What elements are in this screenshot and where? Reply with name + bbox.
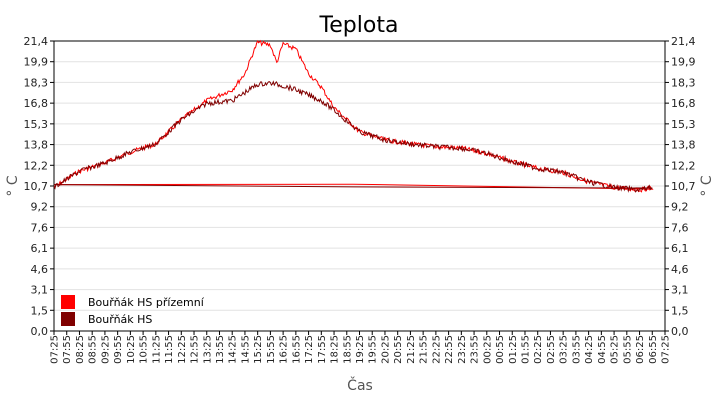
legend-label: Bouřňák HS přízemní	[88, 296, 205, 309]
x-tick-label: 02:25	[533, 335, 544, 364]
x-tick-label: 14:25	[228, 335, 239, 364]
x-tick-label: 10:55	[139, 335, 150, 364]
x-tick-label: 22:25	[431, 335, 442, 364]
x-tick-label: 01:25	[508, 335, 519, 364]
y-tick-label-right: 0,0	[671, 325, 689, 338]
x-tick-label: 13:55	[215, 335, 226, 364]
y-tick-label-right: 15,3	[671, 118, 696, 131]
x-tick-label: 00:25	[482, 335, 493, 364]
x-tick-label: 08:55	[88, 335, 99, 364]
y-axis-left: 0,0 1,5 3,1 4,6 6,1 7,6 9,2 10,7 12,2 13,8 15,3 16,…	[24, 35, 54, 338]
x-tick-label: 07:25	[661, 335, 672, 364]
y-tick-label-left: 6,1	[31, 242, 49, 255]
x-tick-label: 10:25	[126, 335, 137, 364]
series-line	[53, 39, 654, 193]
series-layer	[53, 39, 654, 193]
y-axis-label-right: ° C	[699, 175, 715, 196]
y-tick-label-right: 1,5	[671, 304, 689, 317]
x-tick-label: 19:55	[368, 335, 379, 364]
y-tick-label-left: 15,3	[24, 118, 49, 131]
x-tick-label: 07:25	[50, 335, 61, 364]
y-tick-label-left: 4,6	[31, 263, 49, 276]
x-tick-label: 23:55	[470, 335, 481, 364]
y-tick-label-left: 9,2	[31, 201, 49, 214]
y-tick-label-left: 1,5	[31, 304, 49, 317]
y-tick-label-right: 16,8	[671, 97, 696, 110]
x-tick-label: 16:25	[279, 335, 290, 364]
x-tick-label: 21:25	[406, 335, 417, 364]
x-tick-label: 05:55	[622, 335, 633, 364]
x-tick-label: 07:55	[62, 335, 73, 364]
y-axis-label-left: ° C	[5, 175, 21, 196]
x-tick-label: 03:55	[571, 335, 582, 364]
y-tick-label-left: 16,8	[24, 97, 49, 110]
x-tick-label: 17:55	[317, 335, 328, 364]
x-tick-label: 01:55	[520, 335, 531, 364]
y-tick-label-right: 21,4	[671, 35, 696, 48]
y-tick-label-left: 13,8	[24, 139, 49, 152]
x-tick-label: 04:55	[597, 335, 608, 364]
legend-swatch	[61, 295, 75, 309]
x-tick-label: 05:25	[610, 335, 621, 364]
y-tick-label-right: 19,9	[671, 56, 696, 69]
x-tick-label: 13:25	[202, 335, 213, 364]
x-tick-label: 15:25	[253, 335, 264, 364]
x-tick-label: 03:25	[559, 335, 570, 364]
x-tick-label: 20:55	[393, 335, 404, 364]
chart-title: Teplota	[319, 13, 399, 38]
x-tick-label: 22:55	[444, 335, 455, 364]
y-tick-label-left: 7,6	[31, 221, 49, 234]
y-tick-label-right: 12,2	[671, 159, 696, 172]
x-tick-label: 20:25	[380, 335, 391, 364]
x-tick-label: 15:55	[266, 335, 277, 364]
x-tick-label: 11:55	[164, 335, 175, 364]
y-tick-label-left: 12,2	[24, 159, 49, 172]
x-tick-label: 14:55	[240, 335, 251, 364]
legend-swatch	[61, 312, 75, 326]
x-tick-label: 09:55	[113, 335, 124, 364]
y-tick-label-right: 4,6	[671, 263, 689, 276]
y-tick-label-left: 0,0	[31, 325, 49, 338]
legend: Bouřňák HS přízemní Bouřňák HS	[61, 295, 205, 326]
x-tick-label: 09:25	[100, 335, 111, 364]
grid-layer	[54, 61, 665, 311]
y-tick-label-right: 18,3	[671, 76, 696, 89]
x-tick-label: 02:55	[546, 335, 557, 364]
x-tick-label: 11:25	[151, 335, 162, 364]
y-tick-label-right: 10,7	[671, 180, 696, 193]
y-tick-label-right: 13,8	[671, 139, 696, 152]
x-tick-label: 08:25	[75, 335, 86, 364]
y-tick-label-left: 10,7	[24, 180, 49, 193]
x-tick-label: 18:25	[330, 335, 341, 364]
x-axis-label: Čas	[347, 376, 373, 394]
x-tick-label: 06:55	[648, 335, 659, 364]
x-tick-label: 06:25	[635, 335, 646, 364]
y-tick-label-left: 3,1	[31, 284, 49, 297]
x-tick-label: 23:25	[457, 335, 468, 364]
x-tick-label: 18:55	[342, 335, 353, 364]
x-tick-label: 12:25	[177, 335, 188, 364]
x-tick-label: 04:25	[584, 335, 595, 364]
y-tick-label-right: 3,1	[671, 284, 689, 297]
x-axis: 07:25 07:55 08:25 08:55 09:25 09:55 10:25 10:55…	[50, 331, 672, 364]
y-axis-right: 0,0 1,5 3,1 4,6 6,1 7,6 9,2 10,7 12,2 13,8 15,3 16,…	[665, 35, 696, 338]
y-tick-label-right: 9,2	[671, 201, 689, 214]
x-tick-label: 19:25	[355, 335, 366, 364]
x-tick-label: 17:25	[304, 335, 315, 364]
y-tick-label-left: 19,9	[24, 56, 49, 69]
legend-label: Bouřňák HS	[88, 313, 152, 326]
x-tick-label: 12:55	[190, 335, 201, 364]
x-tick-label: 00:55	[495, 335, 506, 364]
series-line	[53, 80, 653, 193]
y-tick-label-right: 7,6	[671, 221, 689, 234]
y-tick-label-right: 6,1	[671, 242, 689, 255]
x-tick-label: 16:55	[291, 335, 302, 364]
y-tick-label-left: 18,3	[24, 76, 49, 89]
y-tick-label-left: 21,4	[24, 35, 49, 48]
x-tick-label: 21:55	[419, 335, 430, 364]
